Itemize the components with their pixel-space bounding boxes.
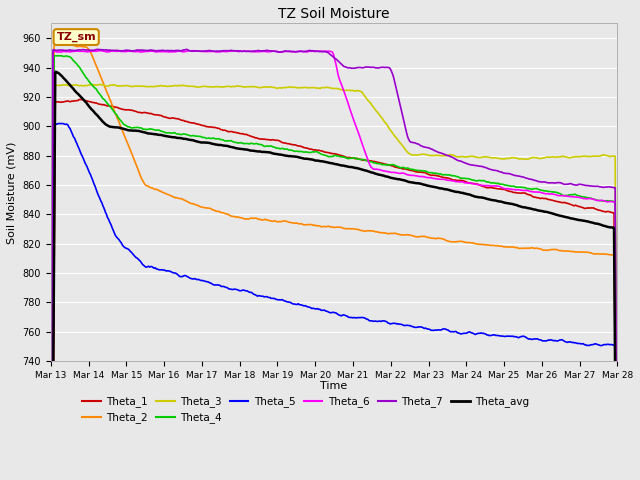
Y-axis label: Soil Moisture (mV): Soil Moisture (mV) bbox=[7, 141, 17, 243]
Text: TZ_sm: TZ_sm bbox=[56, 32, 96, 42]
X-axis label: Time: Time bbox=[321, 381, 348, 391]
Title: TZ Soil Moisture: TZ Soil Moisture bbox=[278, 7, 390, 21]
Legend: Theta_1, Theta_2, Theta_3, Theta_4, Theta_5, Theta_6, Theta_7, Theta_avg: Theta_1, Theta_2, Theta_3, Theta_4, Thet… bbox=[82, 396, 529, 423]
